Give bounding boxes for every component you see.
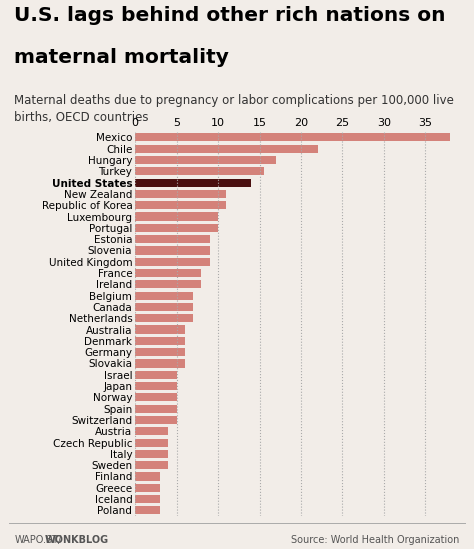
Bar	[135, 212, 218, 221]
Bar	[135, 224, 218, 232]
Bar	[135, 427, 168, 435]
Text: Maternal deaths due to pregnancy or labor complications per 100,000 live
births,: Maternal deaths due to pregnancy or labo…	[14, 94, 454, 124]
Bar	[135, 484, 160, 492]
Bar	[135, 178, 251, 187]
Bar	[135, 269, 201, 277]
Text: maternal mortality: maternal mortality	[14, 48, 229, 68]
Bar	[135, 156, 276, 164]
Bar	[135, 393, 176, 401]
Bar	[135, 506, 160, 514]
Bar	[135, 348, 185, 356]
Bar	[135, 292, 193, 300]
Bar	[135, 360, 185, 367]
Bar	[135, 382, 176, 390]
Text: U.S. lags behind other rich nations on: U.S. lags behind other rich nations on	[14, 6, 446, 25]
Bar	[135, 450, 168, 458]
Text: Source: World Health Organization: Source: World Health Organization	[292, 535, 460, 545]
Bar	[135, 144, 318, 153]
Bar	[135, 303, 193, 311]
Text: WONKBLOG: WONKBLOG	[45, 535, 109, 545]
Bar	[135, 247, 210, 255]
Text: WAPO.ST/: WAPO.ST/	[14, 535, 62, 545]
Bar	[135, 337, 185, 345]
Bar	[135, 190, 226, 198]
Bar	[135, 281, 201, 288]
Bar	[135, 201, 226, 209]
Bar	[135, 473, 160, 480]
Bar	[135, 257, 210, 266]
Bar	[135, 439, 168, 447]
Bar	[135, 314, 193, 322]
Bar	[135, 167, 264, 175]
Bar	[135, 326, 185, 334]
Bar	[135, 405, 176, 413]
Bar	[135, 495, 160, 503]
Bar	[135, 461, 168, 469]
Bar	[135, 371, 176, 379]
Bar	[135, 416, 176, 424]
Bar	[135, 133, 450, 142]
Bar	[135, 235, 210, 243]
